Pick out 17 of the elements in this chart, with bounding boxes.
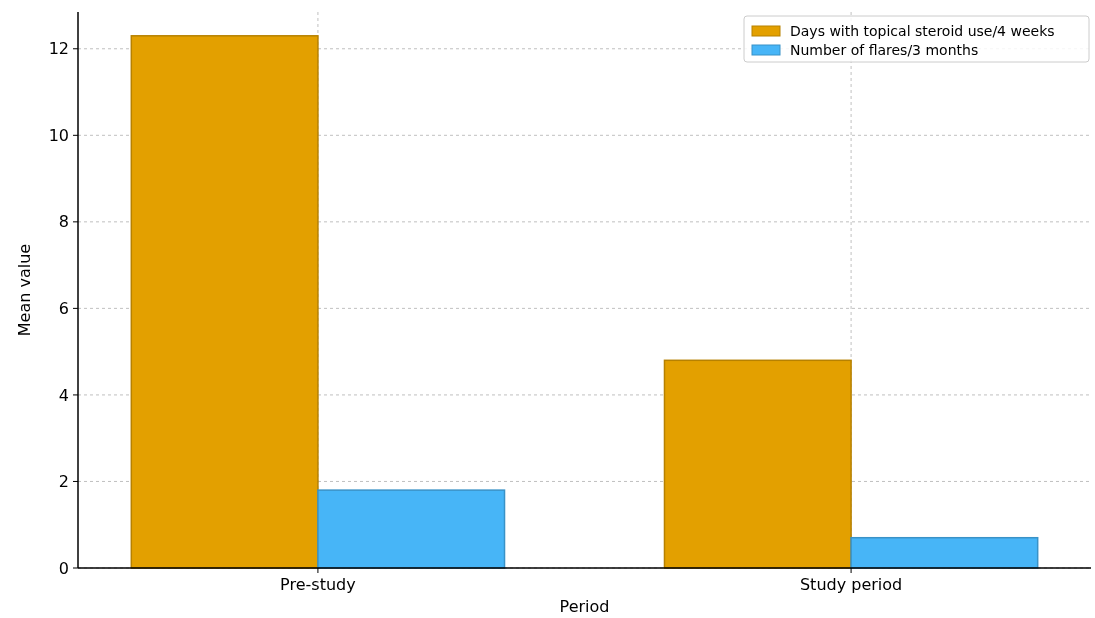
- y-tick-label: 2: [58, 472, 69, 492]
- y-tick-label: 10: [48, 125, 69, 145]
- y-tick-label: 6: [58, 298, 69, 318]
- y-tick-label: 0: [58, 558, 69, 578]
- y-tick-label: 4: [58, 385, 69, 405]
- y-tick-label: 8: [58, 212, 69, 232]
- y-tick-label: 12: [48, 39, 69, 59]
- bar: [317, 489, 506, 569]
- legend-label: Days with topical steroid use/4 weeks: [790, 22, 1055, 39]
- legend-label: Number of flares/3 months: [790, 41, 979, 58]
- bar: [663, 359, 852, 569]
- x-axis-title: Period: [559, 597, 610, 616]
- y-axis-title: Mean value: [15, 243, 34, 337]
- x-tick-label: Study period: [799, 575, 903, 594]
- x-tick-label: Pre-study: [280, 575, 356, 594]
- bar: [130, 35, 319, 569]
- bar: [850, 536, 1039, 569]
